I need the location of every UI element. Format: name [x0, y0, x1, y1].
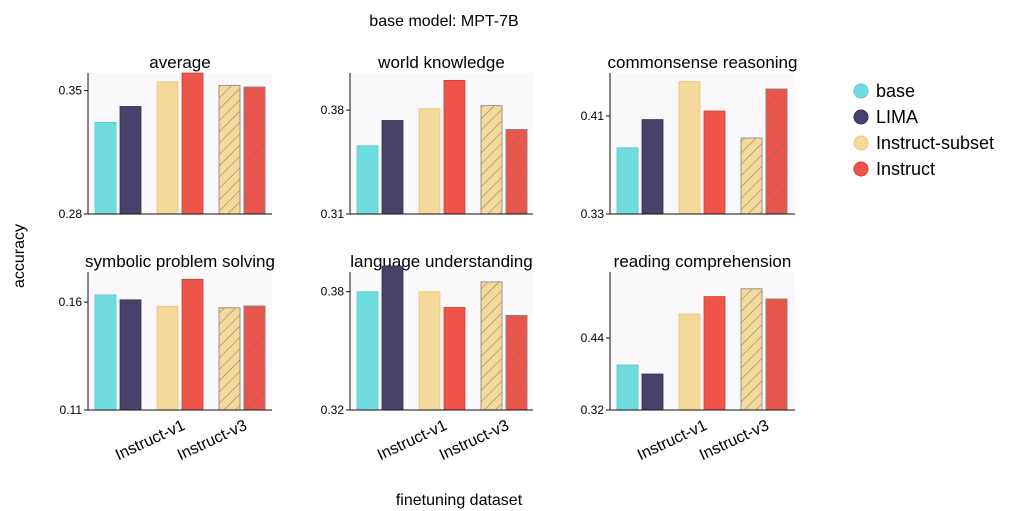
legend-label: Instruct [876, 159, 935, 179]
y-tick-label: 0.28 [59, 207, 83, 221]
bar-hatch-overlay [244, 87, 265, 214]
bar-instruct [444, 80, 465, 214]
bar-lima [120, 106, 141, 214]
bar-base [95, 295, 116, 410]
subplot-4: symbolic problem solving 0.11 0.16 Instruct… [59, 252, 275, 464]
bar-hatch-overlay [741, 138, 762, 214]
bar-hatch-overlay [766, 299, 787, 410]
subplot-title: world knowledge [377, 53, 505, 72]
y-tick-label: 0.38 [321, 103, 345, 117]
subplot-3: commonsense reasoning 0.33 0.41 [581, 53, 798, 221]
y-tick-label: 0.16 [59, 295, 83, 309]
x-tick-label: Instruct-v1 [635, 417, 710, 464]
subplot-title: average [149, 53, 210, 72]
legend-label: base [876, 81, 915, 101]
subplot-title: language understanding [350, 252, 532, 271]
bar-base [95, 122, 116, 214]
legend-marker [854, 110, 868, 124]
y-tick-label: 0.38 [321, 285, 345, 299]
subplot-title: commonsense reasoning [608, 53, 798, 72]
bar-hatch-overlay [506, 315, 527, 410]
y-tick-label: 0.35 [59, 84, 83, 98]
bar-lima [642, 120, 663, 214]
x-tick-label: Instruct-v1 [375, 417, 450, 464]
bar-base [617, 148, 638, 214]
y-tick-label: 0.31 [321, 207, 345, 221]
y-tick-label: 0.41 [581, 109, 605, 123]
bar-instruct [704, 297, 725, 410]
y-tick-label: 0.44 [581, 331, 605, 345]
bar-instruct-subset [157, 306, 178, 410]
bar-lima [120, 300, 141, 410]
legend: base LIMA Instruct-subset Instruct [854, 81, 994, 179]
bar-hatch-overlay [219, 308, 240, 410]
bar-instruct-subset [157, 82, 178, 214]
bar-instruct-subset [679, 82, 700, 214]
bar-lima [382, 120, 403, 214]
subplot-6: reading comprehension 0.32 0.44 Instruct-v1… [581, 252, 795, 464]
figure-suptitle: base model: MPT-7B [369, 13, 518, 30]
x-tick-label: Instruct-v3 [175, 417, 250, 464]
legend-label: LIMA [876, 107, 918, 127]
y-axis-label: accuracy [11, 224, 28, 288]
bar-hatch-overlay [506, 129, 527, 214]
x-axis-label: finetuning dataset [396, 492, 523, 509]
subplot-1: average 0.28 0.35 [59, 53, 272, 221]
y-tick-label: 0.33 [581, 207, 605, 221]
bar-base [617, 365, 638, 410]
x-tick-label: Instruct-v3 [437, 417, 512, 464]
subplot-2: world knowledge 0.31 0.38 [321, 53, 533, 221]
bar-hatch-overlay [481, 282, 502, 410]
legend-marker [854, 84, 868, 98]
x-tick-label: Instruct-v3 [697, 417, 772, 464]
bar-instruct [182, 279, 203, 410]
bar-base [357, 292, 378, 410]
y-tick-label: 0.32 [581, 403, 605, 417]
bar-hatch-overlay [766, 89, 787, 214]
bar-lima [642, 374, 663, 410]
bar-instruct-subset [679, 314, 700, 410]
bar-instruct-subset [419, 109, 440, 214]
subplot-title: reading comprehension [614, 252, 792, 271]
legend-label: Instruct-subset [876, 133, 994, 153]
subplot-5: language understanding 0.32 0.38 Instruct-v… [321, 252, 533, 464]
y-tick-label: 0.32 [321, 403, 345, 417]
legend-marker [854, 162, 868, 176]
legend-marker [854, 136, 868, 150]
bar-instruct [444, 307, 465, 410]
subplots: average 0.28 0.35 world knowledge 0.31 0.38 co… [59, 53, 798, 464]
bar-hatch-overlay [219, 85, 240, 214]
x-tick-label: Instruct-v1 [113, 417, 188, 464]
bar-lima [382, 266, 403, 410]
y-tick-label: 0.11 [60, 403, 83, 417]
bar-hatch-overlay [741, 289, 762, 410]
bar-instruct [182, 73, 203, 214]
bar-hatch-overlay [481, 106, 502, 214]
bar-instruct-subset [419, 292, 440, 410]
subplot-title: symbolic problem solving [85, 252, 275, 271]
bar-base [357, 146, 378, 214]
bar-instruct [704, 111, 725, 214]
bar-hatch-overlay [244, 306, 265, 410]
